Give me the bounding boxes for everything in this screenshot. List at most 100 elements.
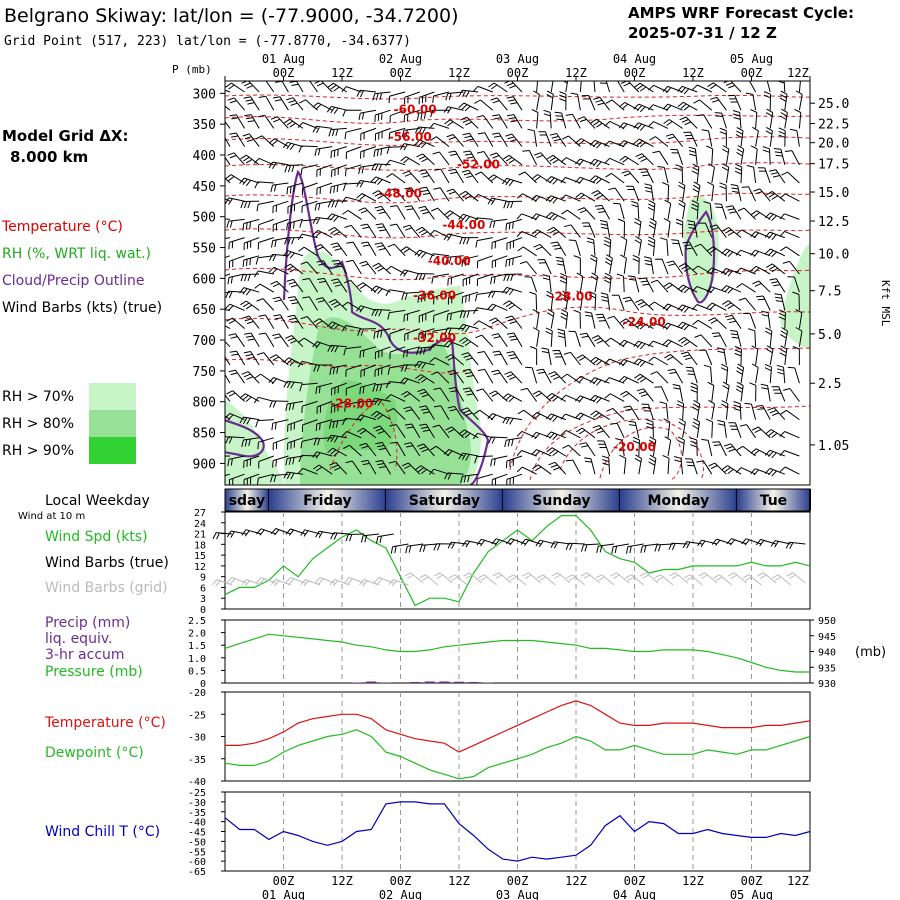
- wind-barb: [531, 174, 552, 184]
- wind-barb: [563, 351, 581, 366]
- wind-barb: [780, 246, 800, 257]
- wind-barb: [716, 347, 727, 366]
- wind-barb: [256, 352, 275, 366]
- wind-barb: [527, 128, 538, 147]
- rh-swatch: [89, 383, 136, 410]
- wind-barb: [242, 315, 260, 329]
- wind-barb: [576, 354, 596, 366]
- wind-barb: [634, 454, 642, 475]
- wind-barb: [253, 396, 274, 404]
- pressure-tick-label: 500: [193, 211, 216, 226]
- wind-barb: [648, 104, 669, 111]
- wind-barb: [316, 400, 333, 414]
- weekday-label: Tue: [760, 493, 787, 509]
- wind-barb: [662, 322, 683, 330]
- wind-barb: [272, 296, 289, 311]
- wind-barb: [492, 114, 508, 129]
- wind-barb: [697, 539, 718, 548]
- wind-barb: [563, 224, 581, 238]
- wind-barb: [789, 128, 800, 147]
- wind-barb: [771, 386, 786, 402]
- wind-barb: [675, 164, 684, 184]
- wind-barb: [628, 420, 640, 438]
- wind-barb: [491, 237, 508, 250]
- wind-barb: [504, 437, 523, 448]
- pressure-tick-label: 350: [193, 118, 216, 133]
- wind-barb: [708, 399, 715, 420]
- wind-barb: [490, 455, 508, 467]
- wind-barb: [327, 447, 348, 457]
- wind-barb: [374, 364, 391, 377]
- wind-barb: [750, 210, 771, 220]
- wind-barb: [565, 542, 585, 551]
- wind-barb: [536, 574, 556, 586]
- wind-barb: [694, 243, 713, 257]
- wind-barb: [444, 210, 464, 220]
- wind-barb: [271, 237, 289, 248]
- wind-barb: [269, 400, 289, 408]
- wind-barb: [301, 182, 318, 196]
- wind-barb: [477, 255, 493, 269]
- wind-barb: [444, 472, 464, 480]
- wind-barb: [779, 90, 788, 111]
- wind-barb: [654, 543, 674, 552]
- wind-barb: [431, 371, 450, 384]
- wind-barb: [344, 400, 362, 412]
- wind-barb: [227, 97, 245, 111]
- wind-barb: [240, 154, 260, 166]
- wind-barb: [445, 255, 464, 265]
- wind-barb: [300, 316, 318, 329]
- wind-barb: [360, 146, 377, 159]
- wind-barb: [448, 150, 465, 166]
- wind-barb: [297, 360, 318, 368]
- wind-barb: [622, 296, 640, 311]
- wind-barb: [764, 231, 785, 241]
- wind-barb: [254, 283, 275, 293]
- wind-barb: [738, 297, 756, 311]
- wind-barb: [735, 127, 744, 147]
- isotherm-labels: -60.00 -56.00 -52.00 -48.00 -44.00 -40.00 -36.…: [330, 103, 665, 454]
- top-tick-label: 00Z: [624, 66, 646, 80]
- wind-barb: [636, 388, 654, 402]
- wind-barb: [272, 218, 289, 232]
- wind-barb: [619, 318, 640, 329]
- wind-barb: [633, 122, 654, 131]
- precip-tick-label: 0.5: [188, 666, 206, 677]
- wind-barb: [618, 359, 639, 367]
- weekday-label: Friday: [303, 493, 352, 509]
- y-tick-label: -30: [188, 798, 206, 809]
- wind-barb: [616, 273, 625, 293]
- wind-barb: [703, 364, 713, 384]
- wind-barb: [707, 82, 727, 93]
- wind-barb: [448, 168, 465, 184]
- wind-barb: [447, 405, 465, 420]
- wind-barb: [764, 363, 772, 384]
- wind-barb: [460, 407, 479, 420]
- wind-barb: [268, 253, 289, 262]
- top-date-label: 03 Aug: [496, 52, 539, 66]
- wind-barb: [683, 131, 698, 147]
- wind-barb: [387, 309, 406, 320]
- wind-barb: [550, 241, 567, 257]
- y-tick-label: 24: [194, 519, 206, 530]
- wind-barb: [548, 371, 567, 384]
- precip-tick-label: 2.5: [188, 616, 206, 627]
- wind-barb: [474, 171, 494, 184]
- wind-barb: [298, 246, 318, 257]
- wind-barb: [433, 387, 450, 402]
- wind-barb: [634, 373, 654, 384]
- wind-barb: [550, 81, 554, 93]
- y-tick-label: 21: [194, 530, 206, 541]
- wind-barb: [225, 291, 231, 294]
- wind-barb: [619, 454, 627, 475]
- wind-barb: [678, 336, 698, 348]
- wind-barb: [545, 327, 553, 347]
- wind-barb: [779, 431, 800, 439]
- wind-barb: [685, 458, 698, 475]
- wind-barb: [388, 579, 409, 587]
- y-tick-label: -45: [188, 828, 206, 839]
- wind-barb: [300, 164, 318, 176]
- wind-barb: [723, 443, 742, 457]
- wind-speed-label: Wind Spd (kts): [45, 529, 148, 545]
- wind-barb: [688, 146, 698, 165]
